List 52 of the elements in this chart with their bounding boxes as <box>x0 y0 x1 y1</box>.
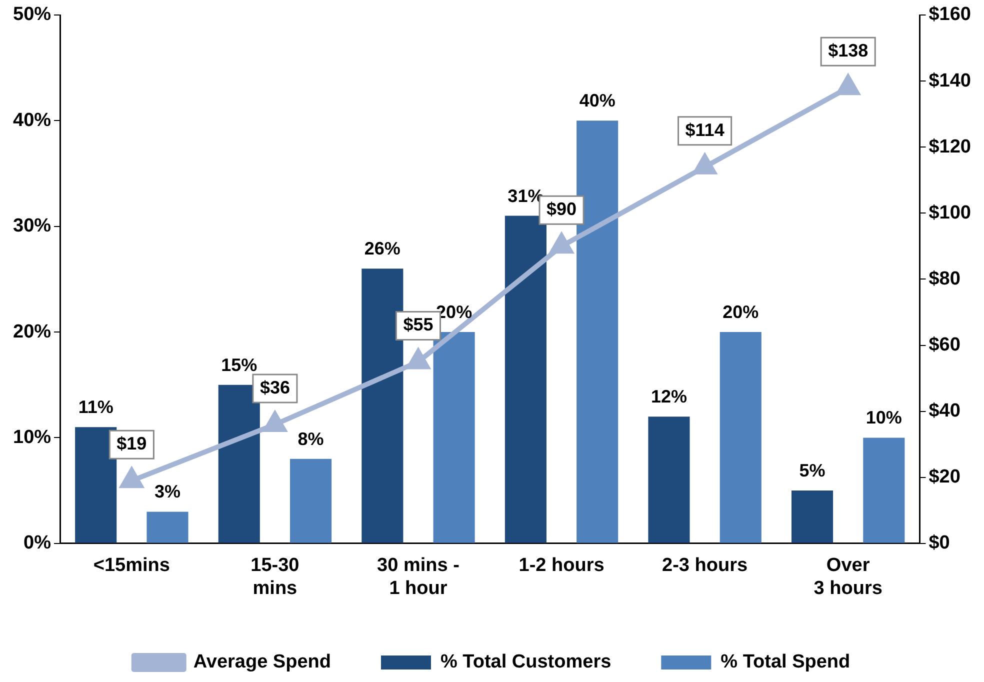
y-tick-label: 10% <box>12 426 52 448</box>
y2-tick-label: $100 <box>928 202 972 224</box>
data-label: 5% <box>799 460 826 481</box>
bar <box>362 268 404 543</box>
bar <box>720 332 762 543</box>
y-tick-label: 20% <box>12 321 52 342</box>
data-label: $19 <box>116 434 147 454</box>
data-label: $55 <box>403 314 434 335</box>
legend-label: % Total Customers <box>440 652 612 673</box>
y2-tick-label: $160 <box>928 4 972 26</box>
x-tick-label: <15mins <box>93 555 170 576</box>
y2-tick-label: $80 <box>928 268 960 290</box>
data-label: 15% <box>221 354 258 375</box>
bar <box>504 216 546 543</box>
y2-tick-label: $0 <box>928 532 950 554</box>
y2-tick-label: $20 <box>928 466 960 488</box>
y-tick-label: 0% <box>24 532 52 554</box>
data-label: 20% <box>722 302 759 322</box>
y2-tick-label: $140 <box>928 70 972 92</box>
y2-tick-label: $120 <box>928 136 972 158</box>
bar <box>75 427 117 543</box>
bar <box>218 384 260 543</box>
legend-label: Average Spend <box>193 652 331 673</box>
bar <box>576 120 618 543</box>
x-tick-label: 1-2 hours <box>518 555 604 576</box>
y2-tick-label: $60 <box>928 334 960 356</box>
legend-label: % Total Spend <box>720 652 850 673</box>
bar <box>648 416 690 543</box>
bar <box>791 490 834 543</box>
bar <box>290 458 332 543</box>
data-label: 11% <box>78 397 114 418</box>
data-label: 12% <box>650 386 687 407</box>
x-tick-label: 2-3 hours <box>662 555 748 576</box>
data-label: 3% <box>154 482 180 502</box>
x-tick-label: Over 3 hours <box>814 555 882 599</box>
x-tick-label: 30 mins - 1 hour <box>377 555 460 599</box>
bar <box>433 332 475 543</box>
y2-tick-label: $40 <box>928 400 960 422</box>
x-tick-label: 15-30 mins <box>250 555 300 599</box>
data-label: 8% <box>298 428 324 449</box>
data-label: $36 <box>260 377 290 398</box>
data-label: $138 <box>828 40 868 61</box>
bar <box>146 512 188 543</box>
data-label: 10% <box>866 408 902 428</box>
data-label: $90 <box>546 199 577 220</box>
bar <box>863 438 905 543</box>
y-tick-label: 50% <box>12 4 52 26</box>
y-tick-label: 40% <box>12 110 52 131</box>
y-tick-label: 30% <box>12 216 52 237</box>
data-label: $114 <box>685 120 724 140</box>
data-label: 40% <box>579 90 616 111</box>
data-label: 26% <box>364 238 400 259</box>
